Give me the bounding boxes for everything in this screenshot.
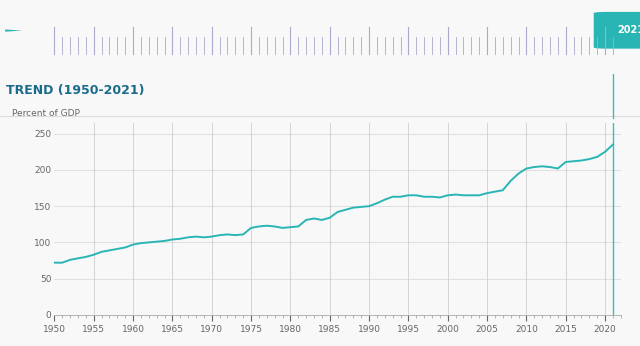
Polygon shape bbox=[5, 29, 22, 32]
Text: Percent of GDP: Percent of GDP bbox=[12, 109, 80, 118]
FancyBboxPatch shape bbox=[594, 12, 640, 49]
Text: TREND (1950-2021): TREND (1950-2021) bbox=[6, 84, 145, 97]
Text: 2021: 2021 bbox=[617, 25, 640, 35]
